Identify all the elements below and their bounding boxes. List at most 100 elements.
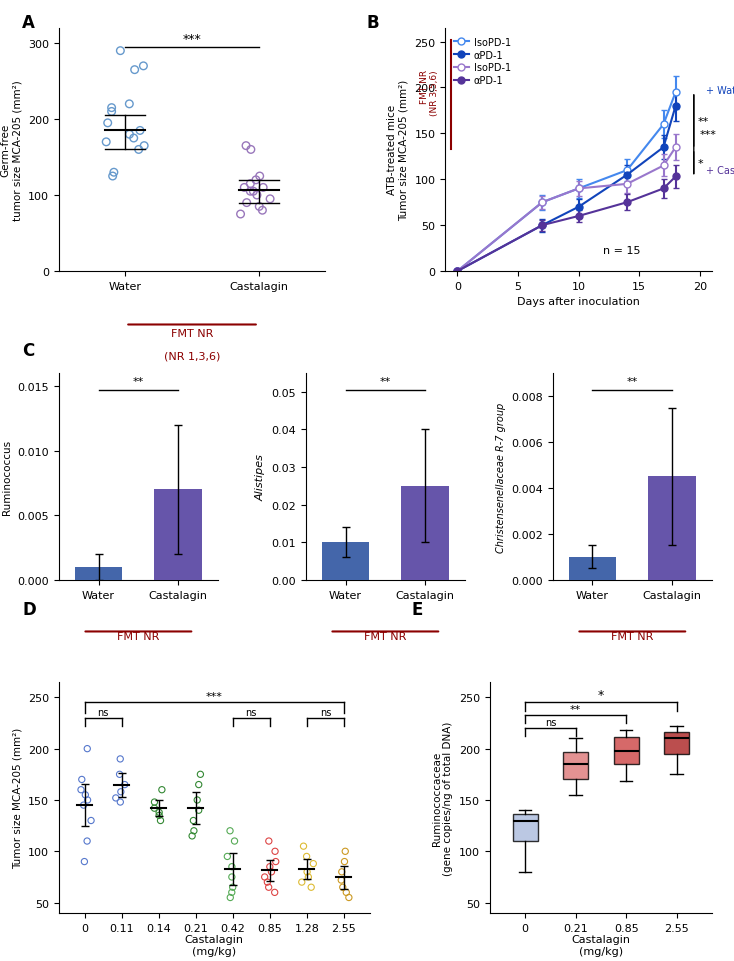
Text: C: C [22,341,34,359]
Point [78,798,90,813]
Point [241,196,252,211]
Point [101,135,112,150]
Point [128,62,140,78]
Point [123,97,135,112]
Point [156,782,168,798]
Point [301,849,313,864]
Text: ***: *** [700,130,716,140]
Point [253,200,265,215]
Point [305,879,317,895]
Point [106,169,118,185]
Point [115,752,126,767]
Point [251,188,263,204]
Text: ns: ns [246,707,257,717]
Legend: IsoPD-1, αPD-1, IsoPD-1, αPD-1: IsoPD-1, αPD-1, IsoPD-1, αPD-1 [450,34,515,90]
Point [81,741,93,756]
Point [81,793,93,808]
Point [153,804,165,820]
Text: **: ** [133,377,144,386]
Text: ns: ns [98,707,109,717]
Point [256,204,268,219]
Point [335,873,347,888]
Y-axis label: Ruminococcaceae
(gene copies/ng of total DNA): Ruminococcaceae (gene copies/ng of total… [432,721,454,875]
Point [195,767,206,782]
Point [301,864,313,879]
Point [229,833,241,849]
Point [76,772,87,787]
Y-axis label: Relative abundance
Ruminococcus: Relative abundance Ruminococcus [0,426,12,529]
Point [81,833,93,849]
Point [133,142,145,158]
PathPatch shape [563,752,588,779]
Bar [648,477,696,580]
Point [115,44,126,60]
Text: ns: ns [545,717,556,727]
Text: FMT NR: FMT NR [611,631,653,642]
Text: **: ** [570,704,581,714]
Point [308,856,319,872]
Bar [154,490,202,580]
Point [263,879,275,895]
Point [235,208,247,223]
Point [339,844,351,859]
Point [134,124,146,139]
Point [193,802,205,818]
Point [336,864,348,879]
Point [263,833,275,849]
Point [115,784,127,800]
Point [244,185,256,200]
Point [115,795,126,810]
Point [79,787,91,802]
X-axis label: Days after inoculation: Days after inoculation [517,297,640,307]
Point [226,859,238,875]
PathPatch shape [512,814,538,841]
Point [148,801,160,816]
Point [244,177,256,192]
Point [266,864,277,879]
Point [226,870,238,885]
Text: **: ** [627,377,638,386]
Point [264,192,276,208]
Point [269,885,280,900]
Point [269,844,281,859]
Y-axis label: Germ-free
tumor size MCA-205 (mm²): Germ-free tumor size MCA-205 (mm²) [1,80,22,221]
Point [239,181,250,196]
Point [296,875,308,890]
Point [138,138,150,154]
Point [224,824,236,839]
Point [193,777,205,793]
X-axis label: Castalagin
(mg/kg): Castalagin (mg/kg) [571,934,631,955]
X-axis label: Castalagin
(mg/kg): Castalagin (mg/kg) [185,934,244,955]
Point [148,795,160,810]
Point [106,101,117,116]
Text: + Water: + Water [706,86,734,96]
Point [123,128,135,143]
Text: + Castalagin: + Castalagin [706,166,734,176]
Text: **: ** [379,377,391,386]
Point [110,790,122,805]
Text: ns: ns [320,707,331,717]
Point [102,116,114,132]
Point [187,813,199,828]
Point [119,777,131,793]
Bar [75,567,123,580]
Text: *: * [597,689,604,702]
Text: FMT NR
(NR 3,5,6): FMT NR (NR 3,5,6) [420,70,439,115]
Text: n = 15: n = 15 [603,245,640,256]
PathPatch shape [664,732,689,754]
Point [258,181,269,196]
Point [245,142,257,158]
Point [341,885,352,900]
Point [250,173,262,188]
Y-axis label: Christensenellaceae R-7 group: Christensenellaceae R-7 group [495,402,506,552]
Text: FMT NR: FMT NR [117,631,159,642]
Point [137,59,149,74]
Point [192,793,203,808]
Point [114,767,126,782]
Point [270,854,282,870]
Point [155,813,167,828]
Point [75,782,87,798]
Text: B: B [367,14,379,33]
Text: E: E [411,601,422,619]
Point [225,890,236,905]
